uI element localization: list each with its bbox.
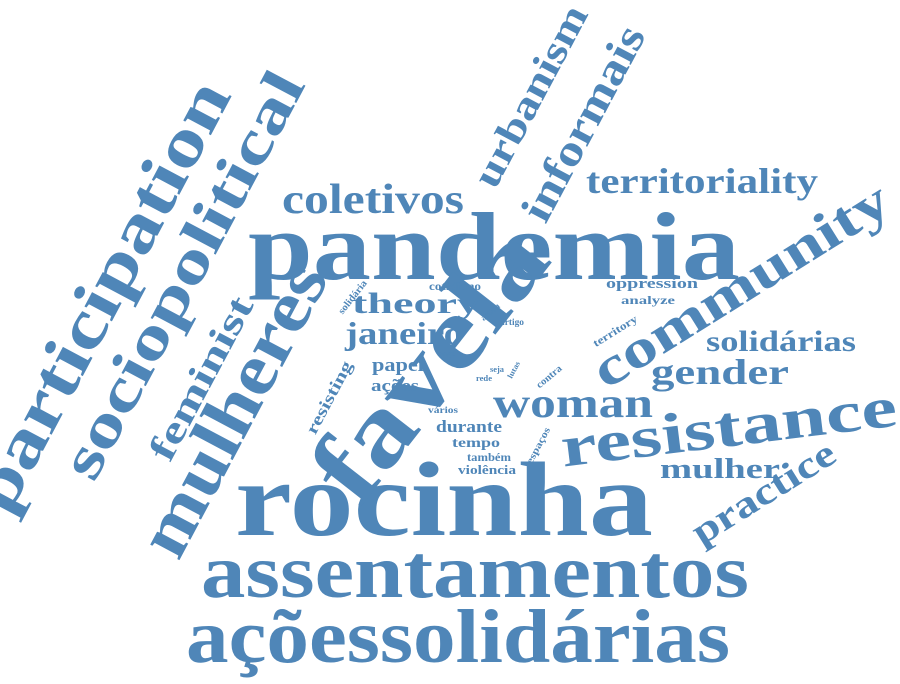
word-durante: durante	[436, 417, 503, 436]
word-tempo: tempo	[452, 436, 500, 451]
word-lutas: lutas	[506, 360, 522, 380]
word-solidarias: solidárias	[706, 325, 856, 358]
word-woman: woman	[493, 381, 653, 427]
word-seja: seja	[490, 365, 504, 374]
word-assentamentos: assentamentos	[201, 530, 749, 614]
word-varios: vários	[428, 405, 459, 415]
word-coletivos: coletivos	[282, 177, 464, 223]
word-janeiro: janeiro	[344, 315, 463, 351]
word-oppression: oppression	[606, 276, 699, 292]
word-analyze: analyze	[621, 293, 676, 307]
word-acoes: ações	[371, 376, 419, 395]
word-tambem: também	[467, 450, 511, 464]
word-pandemia: pandemia	[248, 193, 740, 300]
word-artigo: artigo	[500, 317, 525, 327]
word-ongs: ongs	[437, 349, 455, 358]
word-territoriality: territoriality	[586, 161, 818, 201]
word-theory: theory	[352, 287, 480, 320]
word-rocinha: rocinha	[235, 441, 653, 558]
word-mulher: mulher	[660, 454, 780, 485]
word-acoessolidarias: açõessolidárias	[186, 595, 730, 679]
word-rede: rede	[476, 374, 492, 383]
word-cotidiano: cotidiano	[429, 279, 481, 293]
word-violencia: violência	[458, 462, 517, 477]
word-gender: gender	[651, 352, 789, 392]
word-papel: papel	[372, 355, 424, 376]
